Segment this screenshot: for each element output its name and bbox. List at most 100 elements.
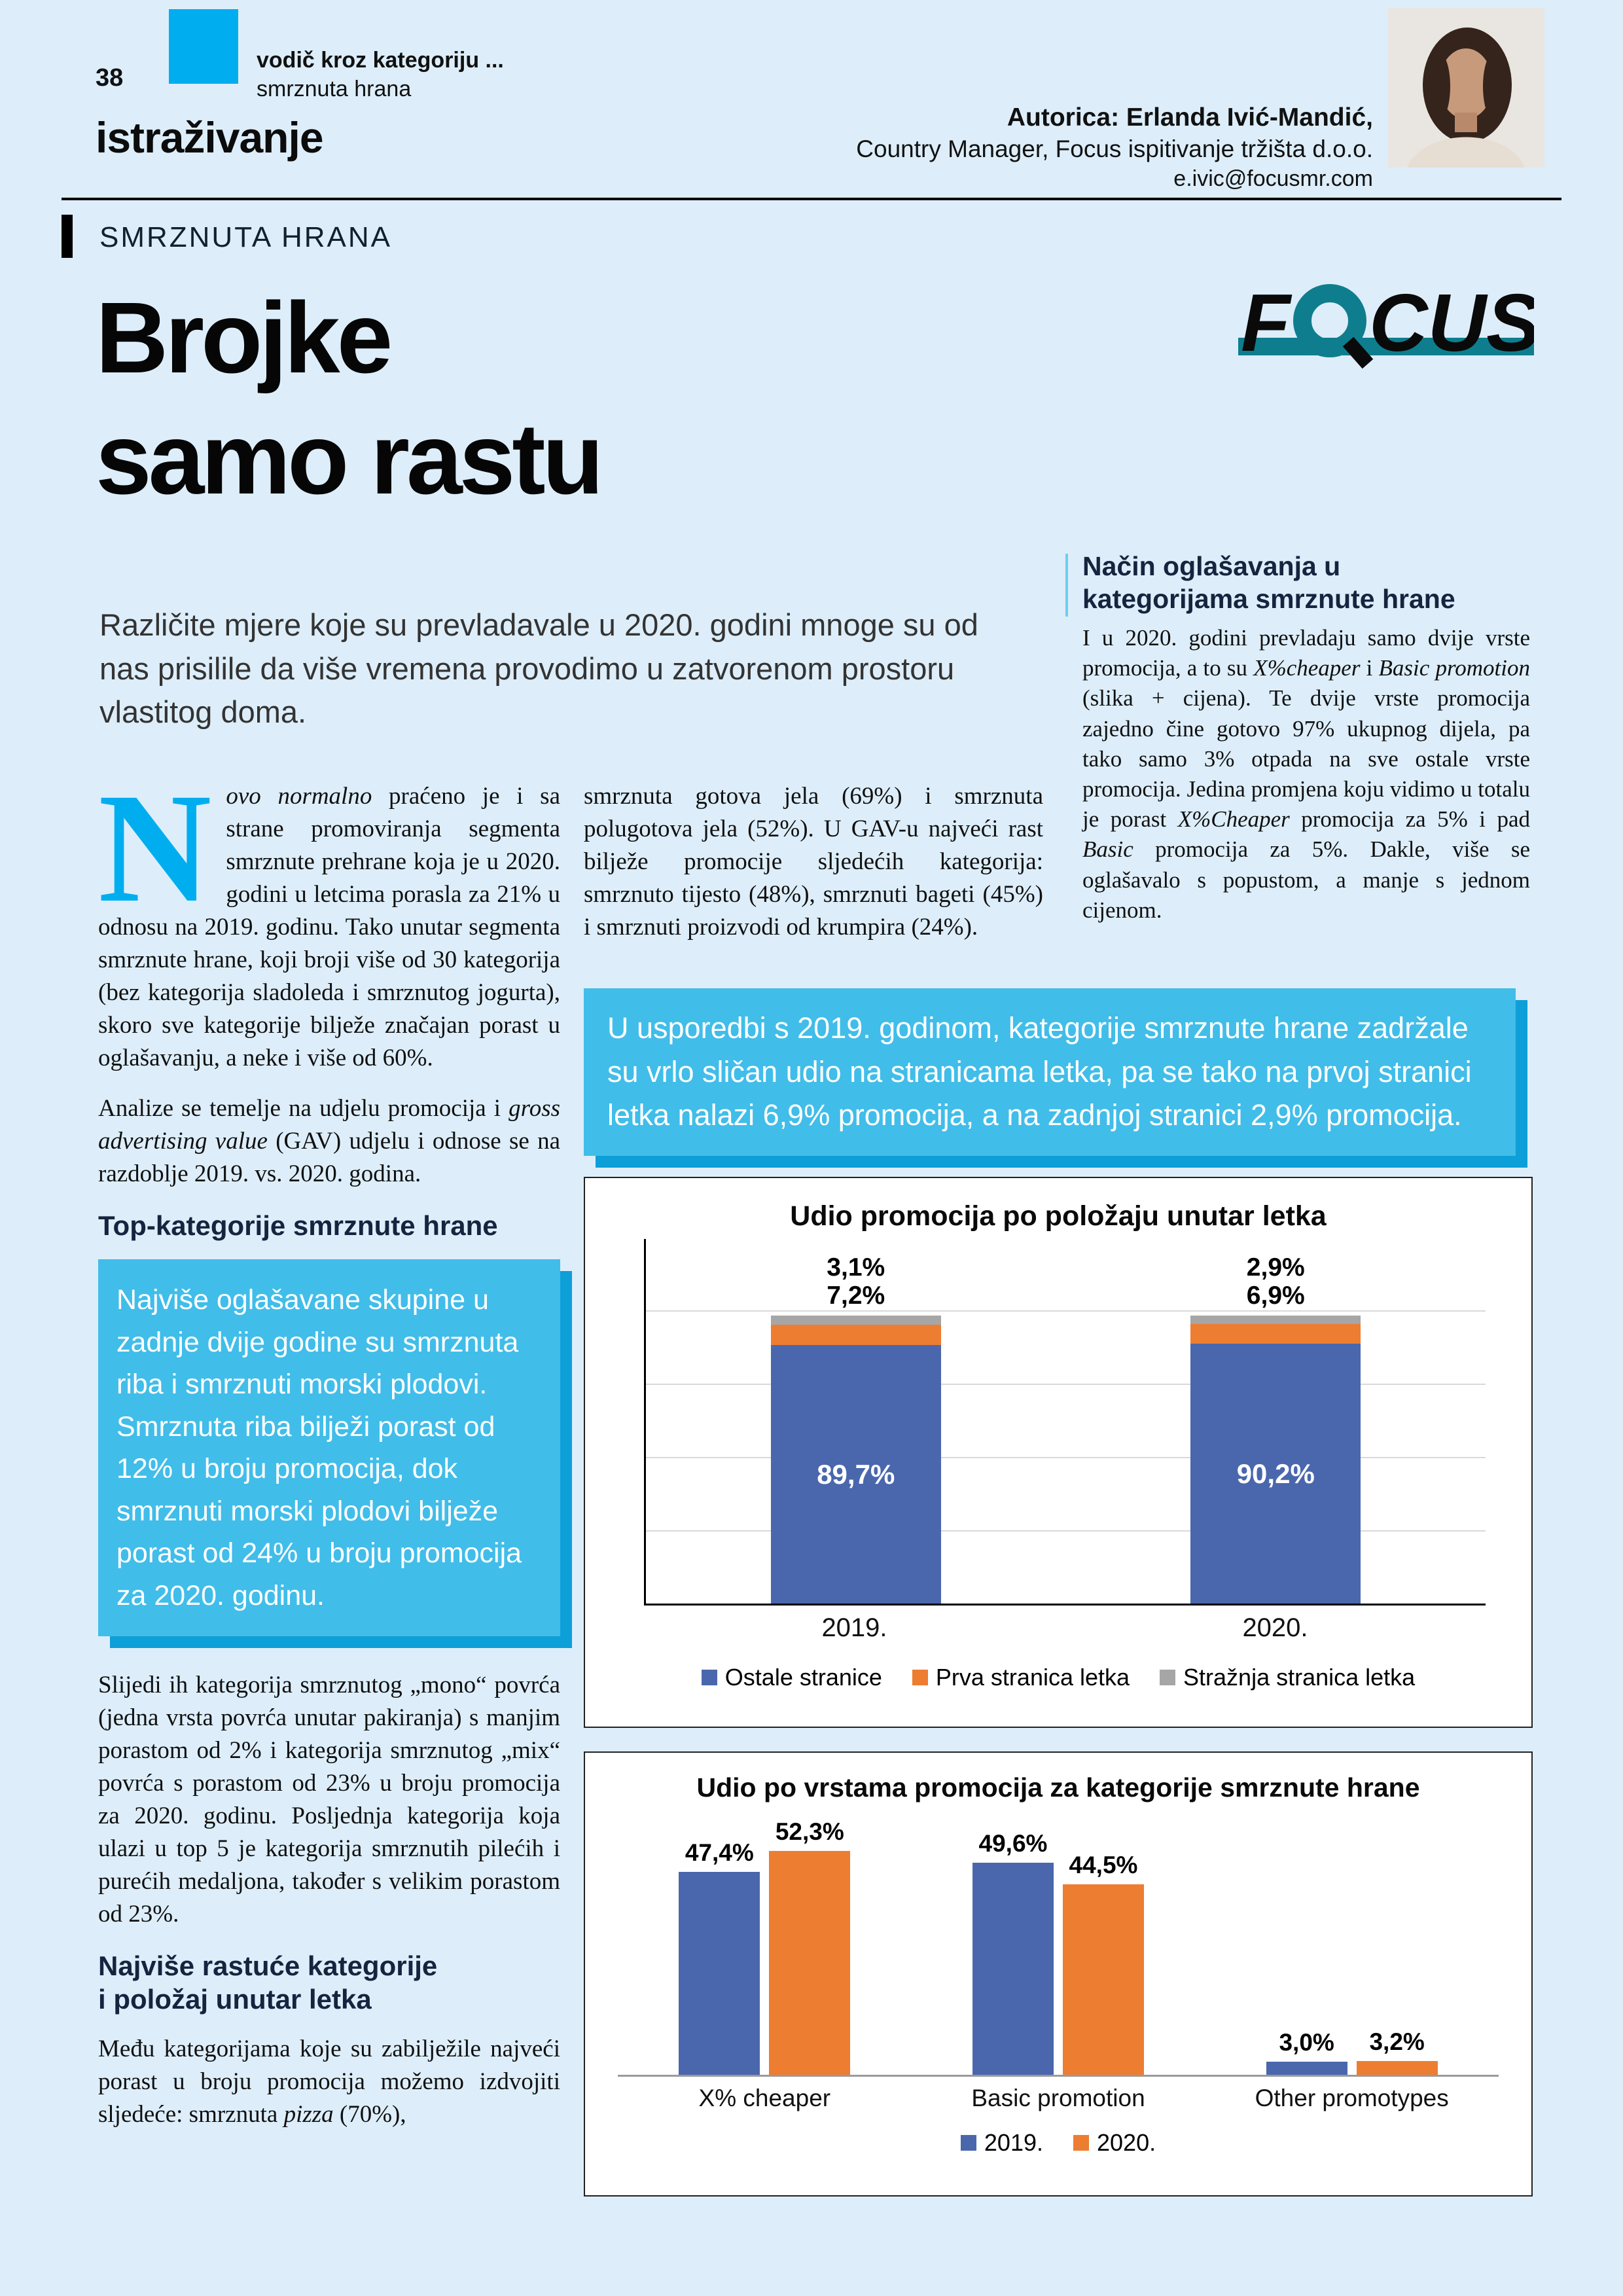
paragraph: smrznuta gotova jela (69%) i smrznuta po… <box>584 783 1043 941</box>
chart-legend: 2019. 2020. <box>585 2129 1531 2157</box>
legend-swatch <box>960 2135 976 2151</box>
paragraph-text: ovo normalno praćeno je i sa strane prom… <box>98 783 560 1071</box>
x-axis-label: 2020. <box>1242 1613 1308 1642</box>
bar-group-3: 3,0% 3,2% <box>1266 2028 1438 2075</box>
bar-wrapper: 44,5% <box>1062 1852 1144 2075</box>
legend-item: Ostale stranice <box>701 1664 882 1691</box>
segment-value-label: 3,1% <box>827 1253 885 1282</box>
legend-swatch <box>1073 2135 1089 2151</box>
bar-wrapper: 3,0% <box>1266 2029 1347 2075</box>
paragraph: Među kategorijama koje su zabilježile na… <box>98 2036 560 2128</box>
legend-item: 2020. <box>1073 2129 1156 2157</box>
chart-plot-area: 3,1% 7,2% 89,7% 2,9% 6,9% 90,2% <box>644 1239 1486 1605</box>
author-photo <box>1387 8 1544 168</box>
bar-segment: 89,7% <box>770 1345 941 1604</box>
category-tick-bar <box>62 215 73 258</box>
bar-wrapper: 47,4% <box>679 1839 760 2075</box>
masthead-kicker-bold: vodič kroz kategoriju ... <box>257 48 504 73</box>
chart-x-axis-labels: 2019. 2020. <box>644 1613 1486 1643</box>
chart-title: Udio promocija po položaju unutar letka <box>790 1200 1327 1232</box>
bar-value-label: 3,0% <box>1279 2029 1334 2056</box>
segment-value-label: 2,9% <box>1246 1253 1305 1282</box>
bar <box>972 1862 1054 2075</box>
bar-wrapper: 49,6% <box>972 1830 1054 2075</box>
bar <box>1356 2061 1438 2075</box>
article-title-line1: Brojke <box>96 281 393 394</box>
x-axis-label: X% cheaper <box>698 2085 831 2111</box>
paragraph: Analize se temelje na udjelu promocija i… <box>98 1095 560 1188</box>
right-column-paragraph: I u 2020. godini prevladaju samo dvije v… <box>1082 625 1530 923</box>
bar <box>1266 2062 1347 2075</box>
drop-cap: N <box>98 761 212 935</box>
legend-label: Prva stranica letka <box>935 1664 1130 1691</box>
stacked-bar-2019.: 3,1% 7,2% 89,7% <box>770 1239 941 1604</box>
right-column-rule <box>1065 554 1068 617</box>
subheading-line1: Najviše rastuće kategorije <box>98 1950 438 1981</box>
author-block: Autorica: Erlanda Ivić-Mandić, Country M… <box>720 103 1373 192</box>
x-axis-label: Basic promotion <box>971 2085 1145 2111</box>
x-axis-label: 2019. <box>821 1613 887 1642</box>
legend-label: Stražnja stranica letka <box>1183 1664 1416 1691</box>
right-heading-line1: Način oglašavanja u <box>1082 551 1341 581</box>
middle-column: smrznuta gotova jela (69%) i smrznuta po… <box>584 780 1043 962</box>
author-email: e.ivic@focusmr.com <box>1173 166 1373 191</box>
legend-item: 2019. <box>960 2129 1043 2157</box>
segment-value-label: 7,2% <box>827 1282 885 1310</box>
author-name: Autorica: Erlanda Ivić-Mandić, <box>1007 103 1373 132</box>
bar <box>769 1851 851 2075</box>
bar <box>1062 1884 1144 2075</box>
bar-segment: 90,2% <box>1190 1344 1361 1604</box>
bar <box>679 1872 760 2075</box>
legend-label: 2019. <box>984 2129 1043 2156</box>
subheading-top-categories: Top-kategorije smrznute hrane <box>98 1210 498 1242</box>
highlight-box: Najviše oglašavane skupine u zadnje dvij… <box>98 1259 560 1637</box>
stack-top-labels: 2,9% 6,9% <box>1247 1253 1305 1310</box>
legend-item: Stražnja stranica letka <box>1160 1664 1415 1691</box>
bar-value-label: 44,5% <box>1069 1852 1138 1879</box>
focus-logo-f: F <box>1241 278 1293 368</box>
bar-value-label: 3,2% <box>1369 2028 1425 2056</box>
page-number: 38 <box>96 64 124 92</box>
focus-logo-cus: CUS <box>1369 278 1534 368</box>
bar-value-label: 47,4% <box>685 1839 754 1867</box>
legend-swatch <box>912 1670 928 1685</box>
author-photo-placeholder <box>1387 8 1544 168</box>
bar-group-1: 47,4% 52,3% <box>679 1818 851 2075</box>
chart-legend: Ostale stranice Prva stranica letka Stražn… <box>585 1664 1531 1691</box>
corner-accent-square <box>169 9 238 84</box>
bar-wrapper: 52,3% <box>769 1818 851 2075</box>
focus-logo-graphic: F CUS <box>1238 278 1541 369</box>
stack-top-labels: 3,1% 7,2% <box>827 1253 885 1310</box>
subheading-line2: i položaj unutar letka <box>98 1984 372 2015</box>
chart-plot-area: 47,4% 52,3% 49,6% 44,5% 3,0% 3,2% <box>618 1818 1499 2077</box>
segment-value-label: 6,9% <box>1246 1282 1305 1310</box>
bar-group-2: 49,6% 44,5% <box>972 1830 1144 2075</box>
bar-wrapper: 3,2% <box>1356 2028 1438 2075</box>
stacked-bar-2020.: 2,9% 6,9% 90,2% <box>1190 1239 1361 1604</box>
legend-item: Prva stranica letka <box>912 1664 1130 1691</box>
x-axis-label: Other promotypes <box>1255 2085 1449 2111</box>
category-label: SMRZNUTA HRANA <box>99 221 392 253</box>
right-column-heading: Način oglašavanja u kategorijama smrznut… <box>1082 550 1455 615</box>
legend-swatch <box>701 1670 717 1685</box>
section-title: istraživanje <box>96 113 324 162</box>
chart-promotion-types: Udio po vrstama promocija za kategorije … <box>584 1751 1533 2197</box>
bar-segment <box>770 1324 941 1346</box>
bar-value-label: 49,6% <box>978 1829 1048 1857</box>
chart-promotion-position: Udio promocija po položaju unutar letka … <box>584 1177 1533 1728</box>
author-role: Country Manager, Focus ispitivanje tržiš… <box>856 135 1373 162</box>
chart-title: Udio po vrstama promocija za kategorije … <box>696 1772 1420 1803</box>
bar-segment <box>1190 1316 1361 1324</box>
bar-segment <box>770 1316 941 1325</box>
legend-label: 2020. <box>1097 2129 1156 2156</box>
chart-x-axis-labels: X% cheaper Basic promotion Other promotype… <box>618 2085 1499 2112</box>
wide-highlight-box: U usporedbi s 2019. godinom, kategorije … <box>584 988 1516 1156</box>
paragraph: Slijedi ih kategorija smrznutog „mono“ p… <box>98 1672 560 1928</box>
header-divider <box>62 198 1561 200</box>
lead-paragraph: Različite mjere koje su prevladavale u 2… <box>99 607 978 730</box>
focus-logo: F CUS <box>1238 241 1541 372</box>
bar-value-label: 52,3% <box>775 1818 844 1846</box>
article-title: Brojke samo rastu <box>96 278 604 520</box>
